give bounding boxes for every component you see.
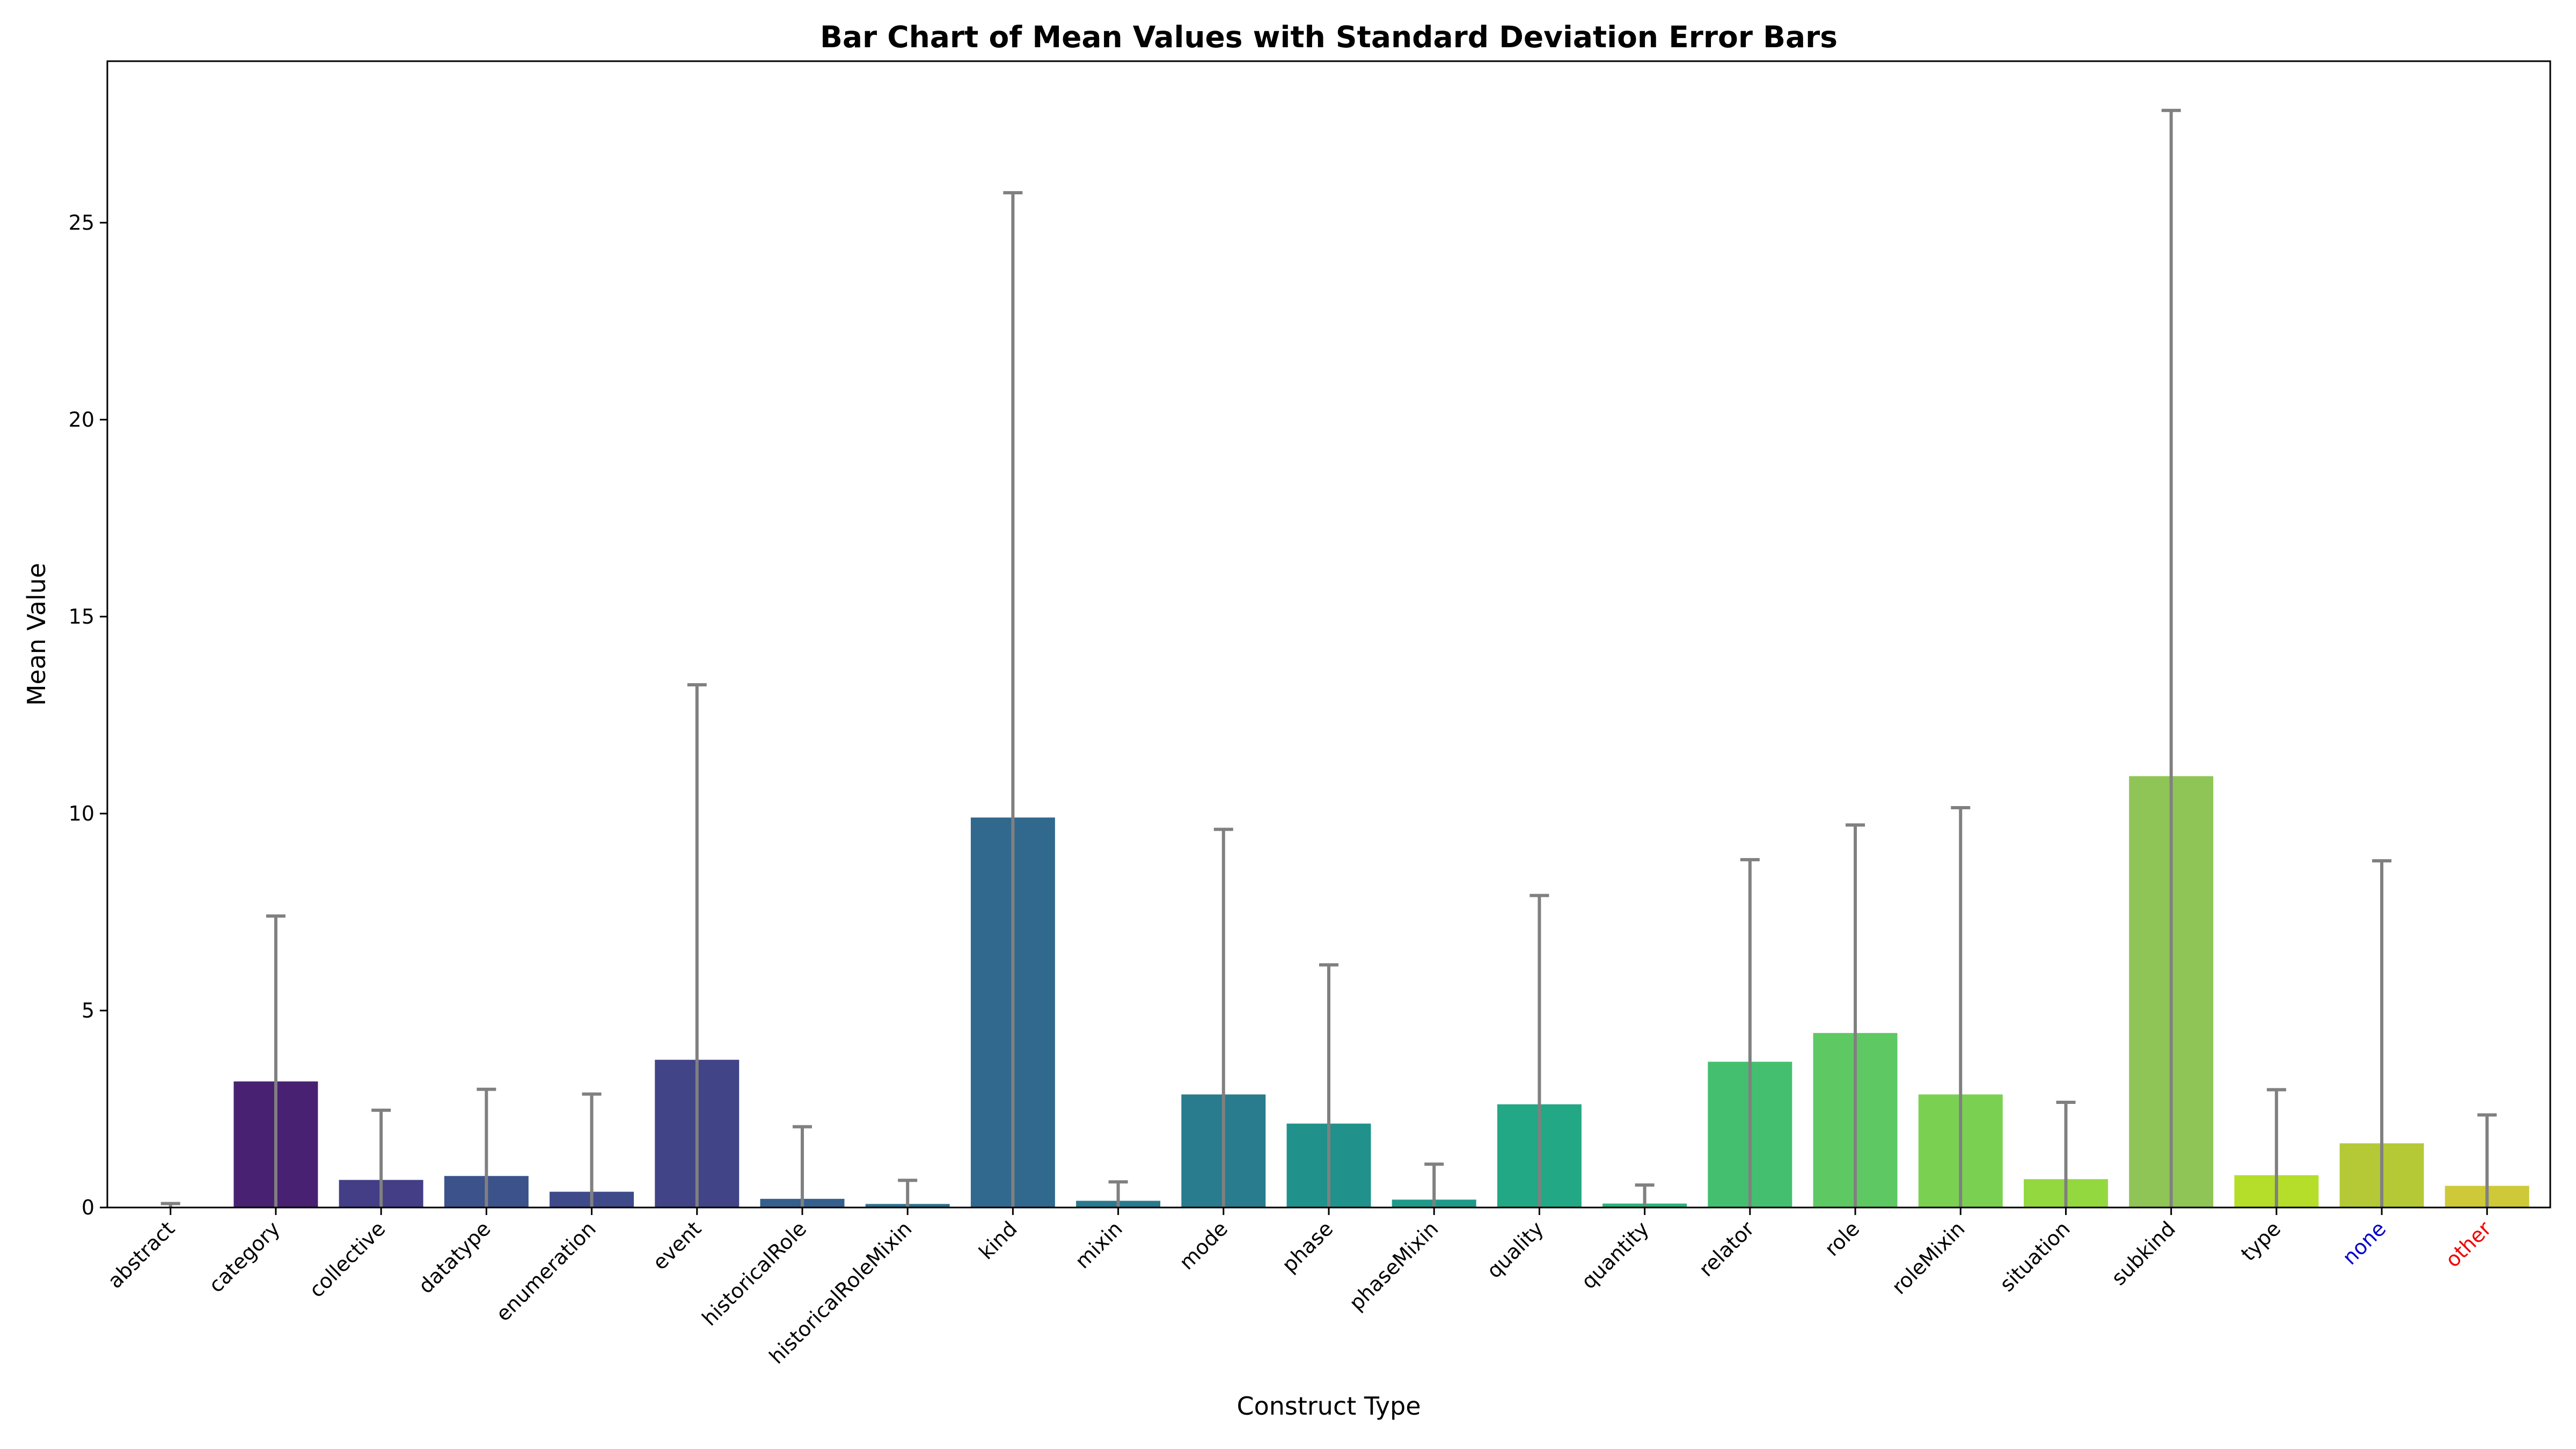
y-axis: 0 5 10 15 20 25: [69, 211, 107, 1219]
error-bar-historical-role-mixin: [898, 1179, 918, 1208]
x-tick-label-role: role: [1820, 1217, 1864, 1261]
x-tick-label-type: type: [2236, 1217, 2285, 1265]
error-bar-quantity: [1635, 1183, 1655, 1208]
x-tick-label-subkind: subkind: [2107, 1217, 2180, 1290]
error-bar-mixin: [1108, 1180, 1128, 1208]
y-tick-label-5: 5: [82, 999, 94, 1022]
error-bar-datatype: [477, 1087, 496, 1208]
x-tick-label-mixin: mixin: [1071, 1217, 1127, 1273]
x-tick-label-collective: collective: [305, 1217, 390, 1302]
x-tick-label-quantity: quantity: [1577, 1217, 1653, 1293]
x-tick-label-role-mixin: roleMixin: [1887, 1217, 1970, 1299]
error-bar-collective: [371, 1108, 391, 1208]
error-bar-phase: [1319, 963, 1338, 1208]
error-bar-enumeration: [582, 1092, 602, 1208]
error-bar-quality: [1529, 894, 1549, 1208]
error-bar-none: [2372, 859, 2392, 1208]
error-bars-group: [160, 108, 2497, 1208]
x-tick-label-datatype: datatype: [414, 1217, 495, 1298]
x-axis: abstract category collective datatypeenumer…: [103, 1208, 2496, 1368]
x-axis-label: Construct Type: [1236, 1392, 1421, 1421]
x-tick-label-kind: kind: [975, 1217, 1022, 1264]
y-tick-label-15: 15: [69, 605, 94, 628]
x-tick-label-category: category: [204, 1217, 284, 1297]
error-bar-historical-role: [792, 1125, 812, 1208]
x-tick-label-phase-mixin: phaseMixin: [1344, 1217, 1443, 1315]
x-tick-label-phase: phase: [1277, 1217, 1337, 1277]
error-bar-subkind: [2161, 108, 2181, 1208]
error-bar-event: [687, 683, 707, 1208]
error-bar-type: [2266, 1088, 2286, 1208]
error-bar-phase-mixin: [1424, 1162, 1444, 1208]
error-bar-kind: [1003, 191, 1023, 1208]
x-tick-label-historical-role: historicalRole: [698, 1217, 811, 1330]
error-bar-role: [1846, 823, 1865, 1208]
error-bar-category: [266, 914, 286, 1208]
bars-group: [233, 776, 2529, 1208]
y-axis-label: Mean Value: [22, 563, 51, 706]
y-tick-label-25: 25: [69, 211, 94, 235]
error-bar-other: [2477, 1113, 2497, 1208]
x-tick-label-other: other: [2441, 1217, 2496, 1272]
error-bar-situation: [2056, 1101, 2076, 1208]
y-tick-label-20: 20: [69, 408, 94, 431]
x-tick-label-abstract: abstract: [103, 1217, 179, 1293]
y-tick-label-10: 10: [69, 802, 94, 825]
x-tick-label-none: none: [2338, 1217, 2390, 1269]
x-tick-label-situation: situation: [1995, 1217, 2075, 1296]
x-tick-label-enumeration: enumeration: [492, 1217, 601, 1326]
x-tick-label-quality: quality: [1482, 1217, 1548, 1283]
error-bar-relator: [1740, 858, 1760, 1208]
x-tick-label-relator: relator: [1694, 1217, 1759, 1281]
plot-frame: [106, 60, 2551, 1209]
y-tick-label-0: 0: [82, 1196, 94, 1219]
x-tick-label-mode: mode: [1175, 1217, 1232, 1274]
chart-title: Bar Chart of Mean Values with Standard D…: [820, 20, 1838, 54]
error-bar-role-mixin: [1951, 806, 1971, 1208]
x-tick-label-event: event: [648, 1217, 706, 1275]
error-bar-mode: [1213, 828, 1233, 1208]
